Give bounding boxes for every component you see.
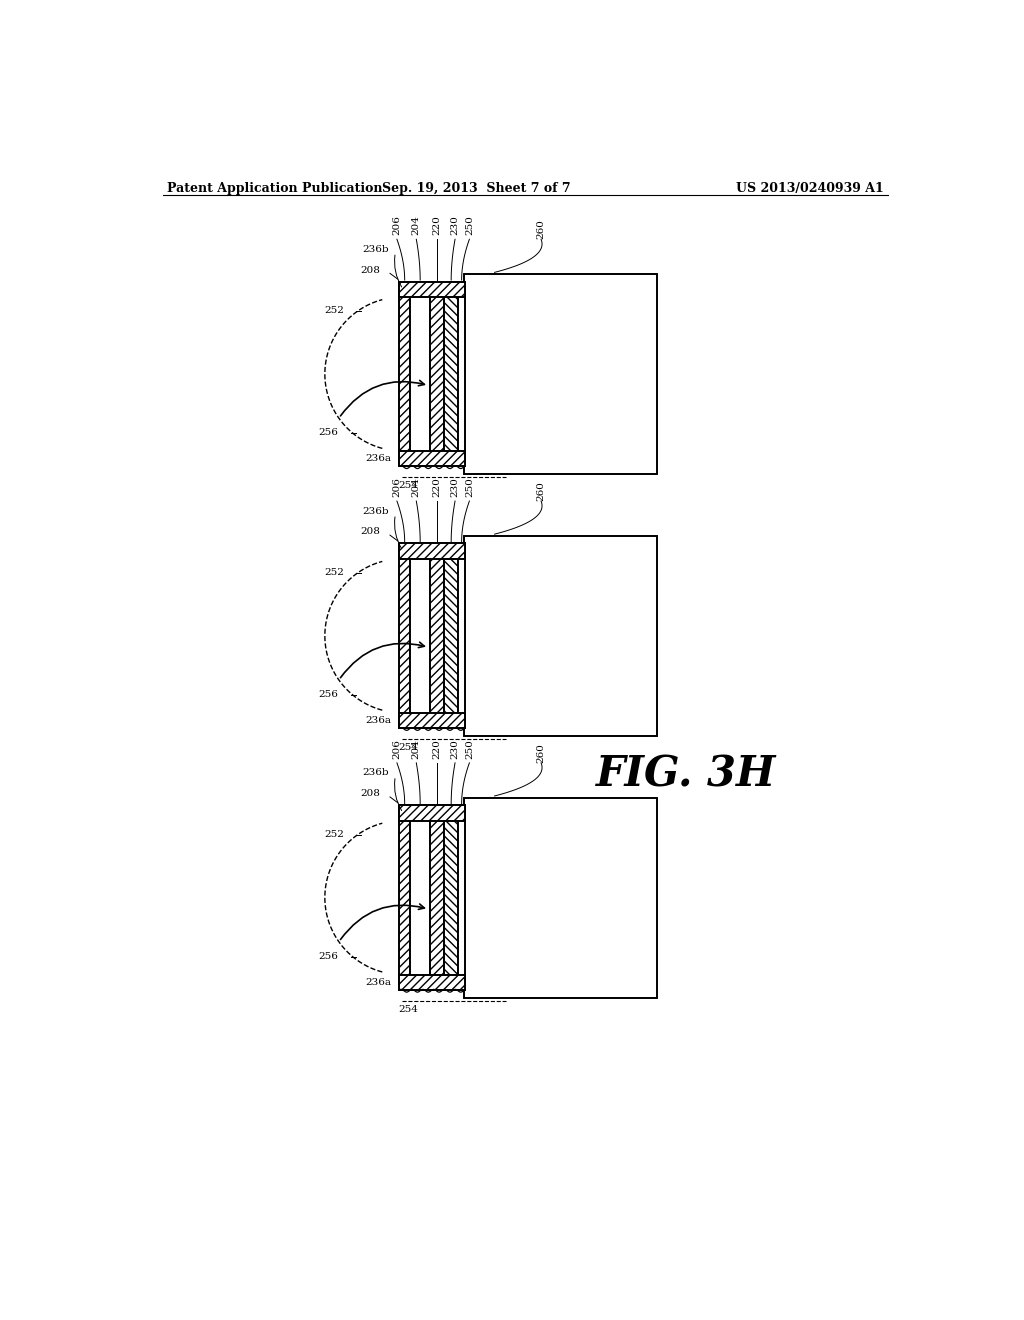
Text: 220: 220: [433, 215, 441, 235]
Bar: [458, 281, 465, 466]
Bar: [399, 281, 410, 466]
Text: 204: 204: [412, 739, 421, 759]
Text: 220: 220: [433, 739, 441, 759]
Text: 260: 260: [537, 219, 546, 239]
Bar: [430, 544, 444, 729]
Bar: [399, 805, 465, 821]
Text: 208: 208: [360, 789, 380, 799]
Bar: [410, 544, 430, 729]
Text: 254: 254: [398, 480, 419, 490]
Text: 236a: 236a: [366, 978, 391, 987]
Bar: [399, 544, 465, 558]
Text: Sep. 19, 2013  Sheet 7 of 7: Sep. 19, 2013 Sheet 7 of 7: [382, 182, 571, 194]
Bar: [464, 797, 657, 998]
Text: 206: 206: [392, 215, 401, 235]
Text: 260: 260: [537, 743, 546, 763]
Text: 250: 250: [465, 478, 474, 498]
Bar: [464, 536, 657, 737]
Text: 254: 254: [398, 743, 419, 752]
Text: 236b: 236b: [362, 768, 389, 777]
Text: 230: 230: [451, 215, 460, 235]
Text: 236a: 236a: [366, 454, 391, 463]
Text: 204: 204: [412, 478, 421, 498]
Text: 208: 208: [360, 528, 380, 536]
Bar: [464, 275, 657, 474]
Bar: [430, 805, 444, 990]
Text: US 2013/0240939 A1: US 2013/0240939 A1: [736, 182, 884, 194]
Text: 206: 206: [392, 739, 401, 759]
Bar: [399, 281, 465, 297]
Text: 256: 256: [318, 952, 339, 961]
Text: 236b: 236b: [362, 244, 389, 253]
Text: 250: 250: [465, 739, 474, 759]
Text: 220: 220: [433, 478, 441, 498]
Bar: [444, 544, 458, 729]
Bar: [430, 281, 444, 466]
Bar: [399, 805, 410, 990]
Bar: [410, 805, 430, 990]
Bar: [399, 974, 465, 990]
Bar: [399, 713, 465, 729]
Text: 204: 204: [412, 215, 421, 235]
Text: FIG. 3H: FIG. 3H: [596, 754, 776, 796]
Text: 256: 256: [318, 429, 339, 437]
Text: 252: 252: [324, 830, 344, 840]
Bar: [444, 805, 458, 990]
Text: 230: 230: [451, 478, 460, 498]
Text: 236a: 236a: [366, 715, 391, 725]
Bar: [399, 451, 465, 466]
Bar: [444, 281, 458, 466]
Text: Patent Application Publication: Patent Application Publication: [167, 182, 382, 194]
Bar: [410, 281, 430, 466]
Text: 256: 256: [318, 690, 339, 700]
Text: 254: 254: [398, 1005, 419, 1014]
Bar: [458, 544, 465, 729]
Text: 250: 250: [465, 215, 474, 235]
Bar: [458, 805, 465, 990]
Text: 208: 208: [360, 265, 380, 275]
Text: 230: 230: [451, 739, 460, 759]
Text: 206: 206: [392, 478, 401, 498]
Text: 236b: 236b: [362, 507, 389, 516]
Text: 260: 260: [537, 482, 546, 502]
Bar: [399, 544, 410, 729]
Text: 252: 252: [324, 568, 344, 577]
Text: 252: 252: [324, 306, 344, 315]
